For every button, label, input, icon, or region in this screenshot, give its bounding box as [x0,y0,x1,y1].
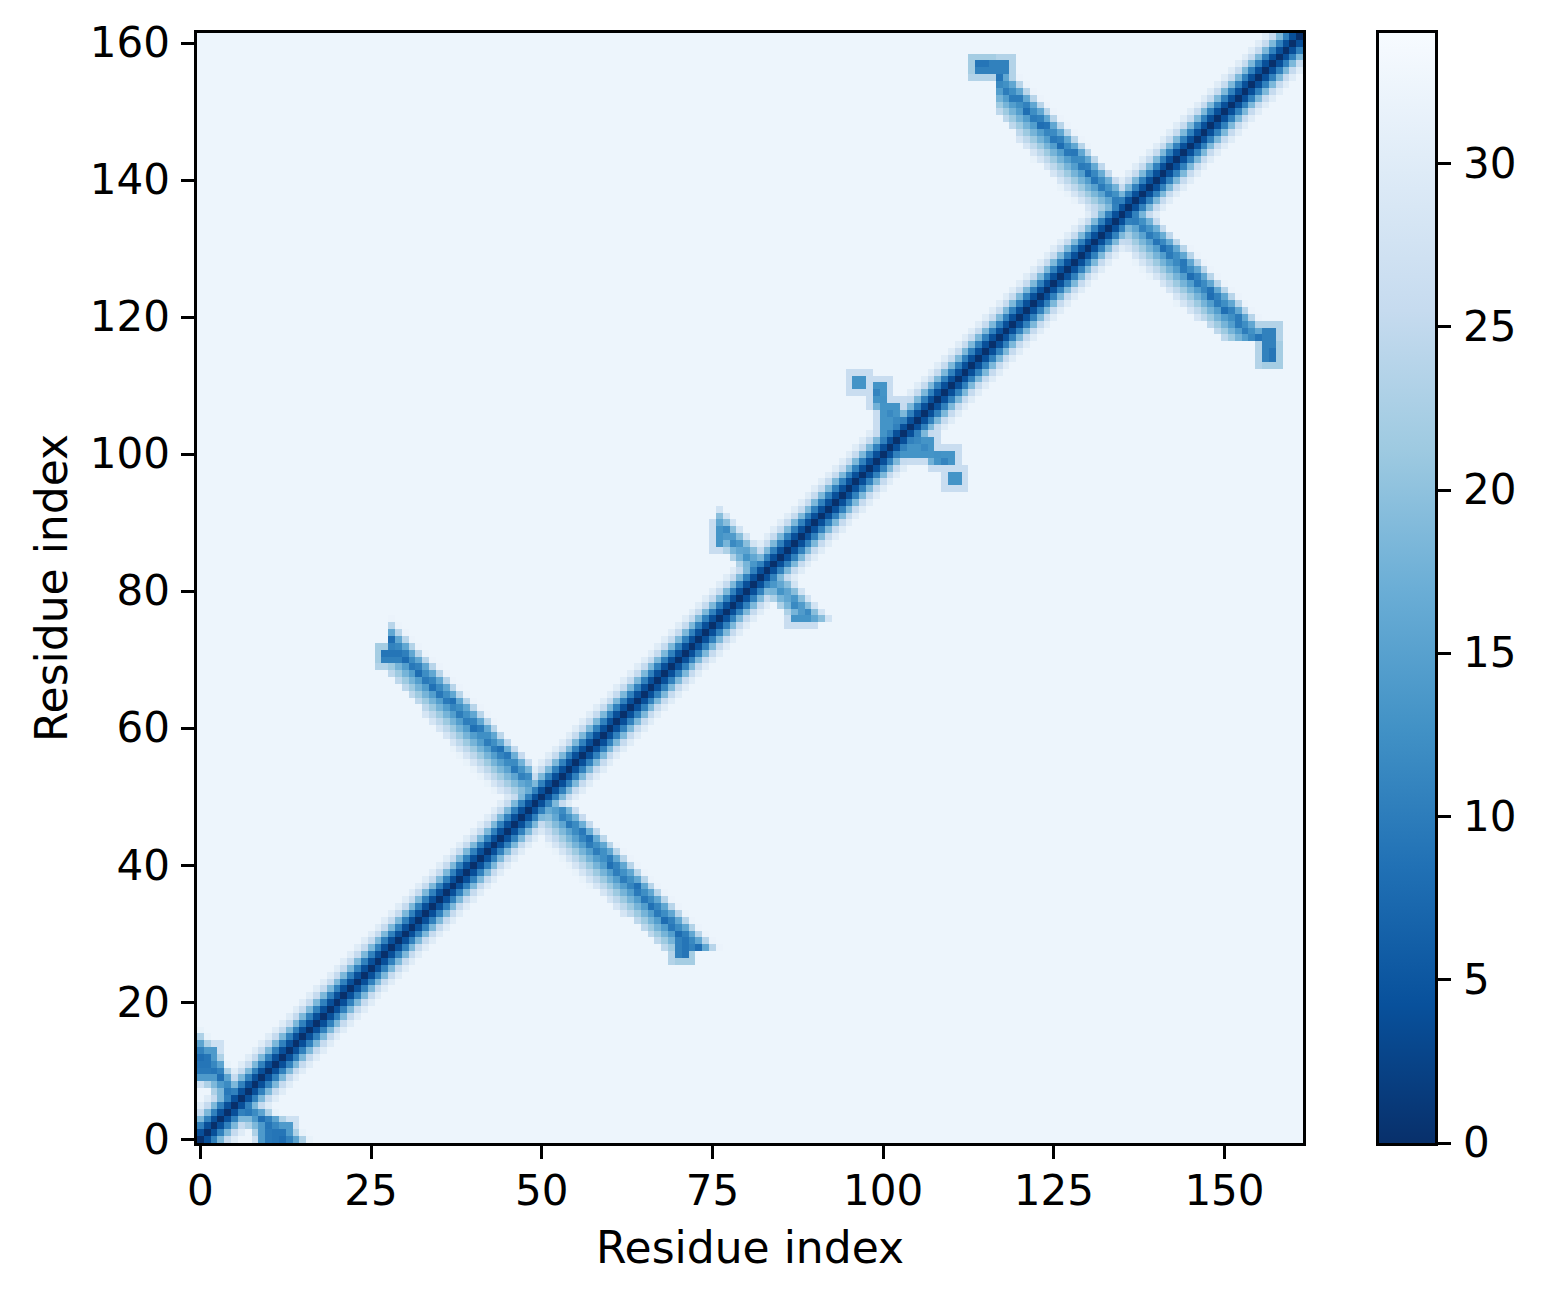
y-tick [181,179,194,182]
colorbar-tick-label: 30 [1463,143,1516,185]
x-tick [540,1146,543,1159]
y-tick-label: 120 [90,296,170,338]
x-tick [199,1146,202,1159]
y-tick-label: 60 [117,707,170,749]
colorbar-tick [1438,162,1451,165]
colorbar-tick [1438,978,1451,981]
y-tick [181,316,194,319]
colorbar-tick [1438,652,1451,655]
y-tick-label: 160 [90,22,170,64]
x-tick-label: 75 [686,1170,739,1212]
y-tick [181,727,194,730]
y-tick-label: 80 [117,570,170,612]
colorbar-tick [1438,815,1451,818]
colorbar-tick-label: 15 [1463,632,1516,674]
y-axis-label: Residue index [30,434,74,742]
heatmap-plot [194,30,1306,1146]
x-tick [711,1146,714,1159]
colorbar-tick-label: 5 [1463,959,1490,1001]
x-tick-label: 0 [187,1170,214,1212]
x-tick [370,1146,373,1159]
x-tick-label: 150 [1184,1170,1264,1212]
colorbar [1376,30,1438,1146]
y-tick-label: 140 [90,159,170,201]
y-tick-label: 100 [90,433,170,475]
colorbar-tick-label: 10 [1463,796,1516,838]
y-tick-label: 0 [143,1119,170,1161]
colorbar-tick [1438,1142,1451,1145]
colorbar-tick-label: 25 [1463,306,1516,348]
colorbar-tick-label: 0 [1463,1122,1490,1164]
x-tick-label: 100 [843,1170,923,1212]
colorbar-tick [1438,325,1451,328]
y-tick [181,1001,194,1004]
y-tick [181,453,194,456]
y-tick [181,42,194,45]
colorbar-tick [1438,489,1451,492]
y-tick-label: 20 [117,982,170,1024]
x-tick-label: 50 [515,1170,568,1212]
colorbar-gradient [1379,33,1435,1143]
x-tick [1052,1146,1055,1159]
x-tick [882,1146,885,1159]
heatmap-canvas [197,33,1303,1143]
y-tick [181,1138,194,1141]
x-tick-label: 125 [1014,1170,1094,1212]
y-tick [181,590,194,593]
y-tick [181,864,194,867]
y-tick-label: 40 [117,845,170,887]
x-tick [1223,1146,1226,1159]
colorbar-tick-label: 20 [1463,469,1516,511]
x-tick-label: 25 [344,1170,397,1212]
x-axis-label: Residue index [596,1226,904,1270]
